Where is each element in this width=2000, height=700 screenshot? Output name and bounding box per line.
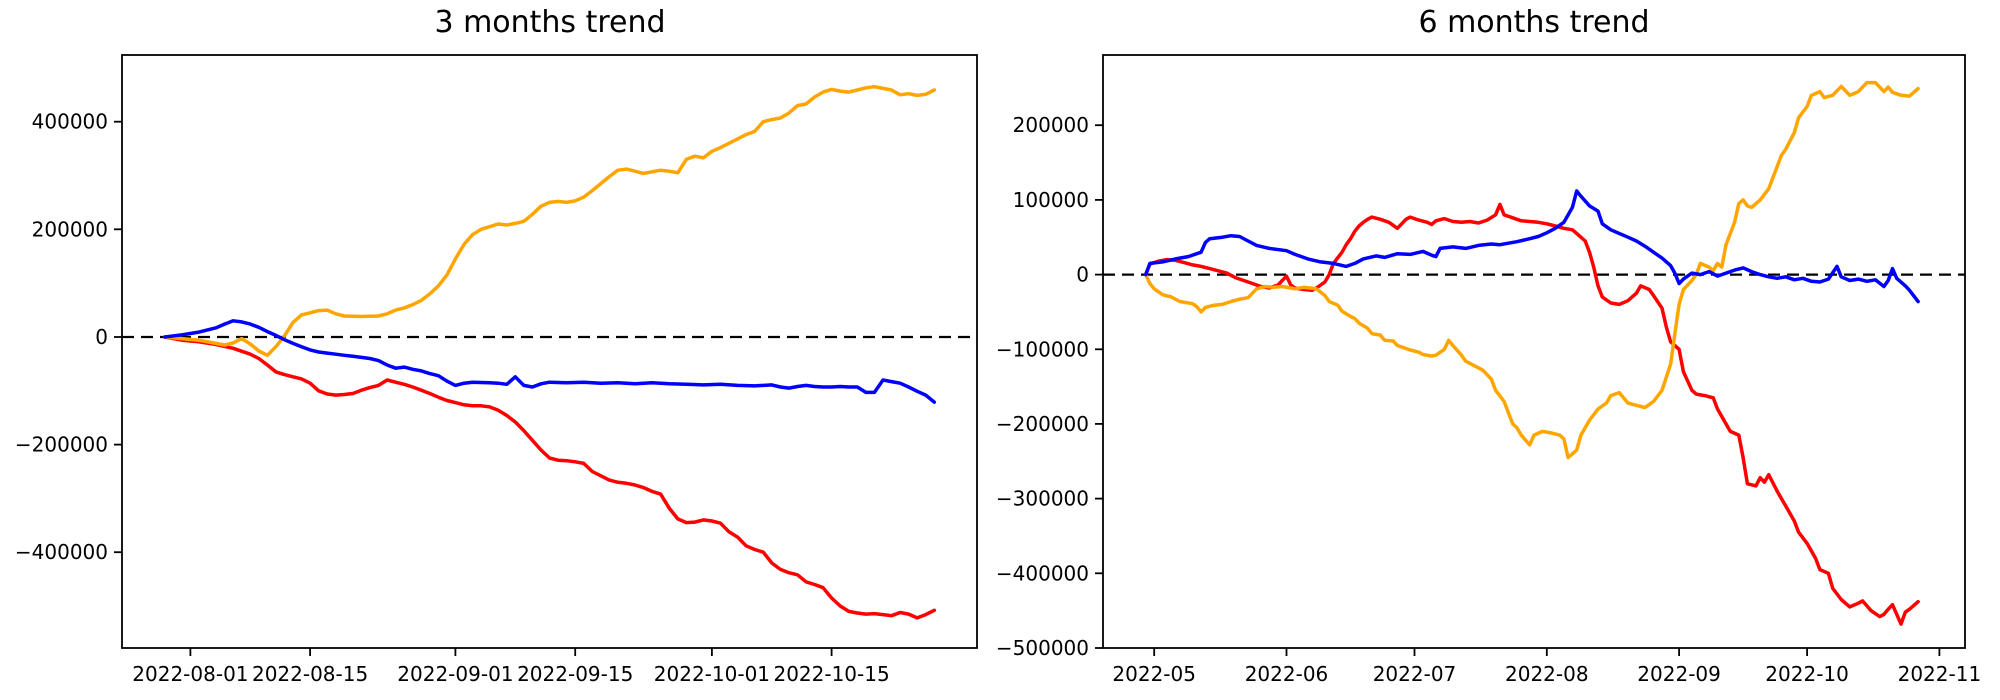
plot-border	[1102, 54, 1966, 649]
x-tick-label: 2022-07	[1373, 662, 1457, 686]
x-axis: 2022-08-01 2022-08-15 2022-09-01 2022-09-15…	[132, 648, 890, 686]
x-axis: 2022-05 2022-06 2022-07 2022-08 2022-09 2022-…	[1112, 648, 1981, 686]
x-tick-label: 2022-10	[1765, 662, 1849, 686]
chart-6-months-trend: 2022-05 2022-06 2022-07 2022-08 2022-09 2022-…	[996, 54, 1981, 686]
y-tick-label: −500000	[996, 636, 1089, 660]
series-red-line	[1143, 202, 1920, 626]
y-tick-label: 400000	[32, 110, 108, 134]
chart-3-months-trend: 2022-08-01 2022-08-15 2022-09-01 2022-09-15…	[15, 54, 978, 686]
y-tick-label: 0	[1076, 263, 1089, 287]
y-axis: 400000 200000 0 −200000 −400000	[15, 110, 122, 564]
x-tick-label: 2022-08	[1505, 662, 1589, 686]
y-tick-label: −100000	[996, 337, 1089, 361]
y-tick-label: −200000	[15, 433, 108, 457]
y-tick-label: −400000	[996, 561, 1089, 585]
series-blue-line	[1143, 189, 1920, 304]
y-tick-label: −200000	[996, 412, 1089, 436]
x-tick-label: 2022-08-01	[132, 662, 248, 686]
x-tick-label: 2022-11	[1898, 662, 1982, 686]
y-tick-label: 100000	[1013, 188, 1089, 212]
x-tick-label: 2022-09-01	[397, 662, 513, 686]
x-tick-label: 2022-09-15	[517, 662, 633, 686]
series-blue-line	[163, 319, 937, 404]
y-tick-label: −300000	[996, 487, 1089, 511]
x-tick-label: 2022-06	[1245, 662, 1329, 686]
x-tick-label: 2022-05	[1112, 662, 1196, 686]
series-orange-line	[163, 84, 937, 358]
y-axis: 200000 100000 0 −100000 −200000 −300000 −40000…	[996, 113, 1103, 660]
y-tick-label: −400000	[15, 540, 108, 564]
chart-title-3-months: 3 months trend	[434, 5, 666, 40]
x-tick-label: 2022-08-15	[252, 662, 368, 686]
series-orange-line	[1143, 80, 1920, 460]
x-tick-label: 2022-10-01	[654, 662, 770, 686]
y-tick-label: 200000	[32, 217, 108, 241]
chart-title-6-months: 6 months trend	[1418, 5, 1650, 40]
x-tick-label: 2022-10-15	[773, 662, 889, 686]
x-tick-label: 2022-09	[1637, 662, 1721, 686]
plot-border	[121, 54, 978, 649]
series-red-line	[163, 335, 937, 620]
y-tick-label: 200000	[1013, 113, 1089, 137]
y-tick-label: 0	[95, 325, 108, 349]
